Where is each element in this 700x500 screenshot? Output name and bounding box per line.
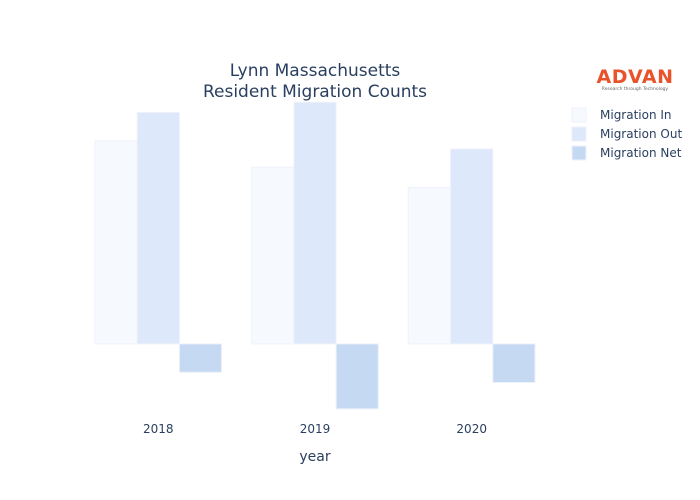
bar-migration-in-2019[interactable] bbox=[251, 166, 295, 345]
x-axis-tick-labels: 2018 2019 2020 bbox=[143, 422, 487, 436]
legend-item-migration-out[interactable]: Migration Out bbox=[571, 126, 682, 142]
legend-item-migration-net[interactable]: Migration Net bbox=[571, 145, 682, 161]
bar-migration-out-2019[interactable] bbox=[293, 101, 337, 345]
bar-migration-net-2018[interactable] bbox=[178, 343, 223, 373]
x-tick-label-2018: 2018 bbox=[143, 422, 174, 436]
chart-title: Lynn Massachusetts Resident Migration Co… bbox=[203, 61, 427, 102]
legend-label: Migration Out bbox=[600, 127, 682, 141]
legend: Migration In Migration Out Migration Net bbox=[571, 107, 682, 161]
legend-item-migration-in[interactable]: Migration In bbox=[571, 107, 672, 123]
legend-swatch bbox=[571, 126, 587, 142]
bar-migration-net-2019[interactable] bbox=[335, 343, 379, 410]
logo-wordmark: ADVAN bbox=[597, 66, 674, 88]
bar-migration-out-2018[interactable] bbox=[136, 112, 180, 345]
advan-logo: ADVAN Research through Technology bbox=[597, 66, 674, 92]
logo-tagline: Research through Technology bbox=[602, 86, 669, 92]
bar-migration-out-2020[interactable] bbox=[450, 148, 494, 345]
x-axis-title: year bbox=[299, 449, 330, 465]
x-tick-label-2019: 2019 bbox=[300, 422, 331, 436]
legend-swatch bbox=[571, 107, 587, 123]
plot-area bbox=[94, 101, 536, 410]
bar-migration-in-2018[interactable] bbox=[94, 140, 138, 345]
chart-title-line-2: Resident Migration Counts bbox=[203, 82, 427, 102]
x-tick-label-2020: 2020 bbox=[456, 422, 487, 436]
legend-label: Migration Net bbox=[600, 146, 682, 160]
chart-title-line-1: Lynn Massachusetts bbox=[230, 61, 401, 81]
legend-swatch bbox=[571, 145, 587, 161]
bar-migration-in-2020[interactable] bbox=[407, 187, 451, 345]
legend-label: Migration In bbox=[600, 108, 672, 122]
bar-migration-net-2020[interactable] bbox=[492, 343, 536, 383]
